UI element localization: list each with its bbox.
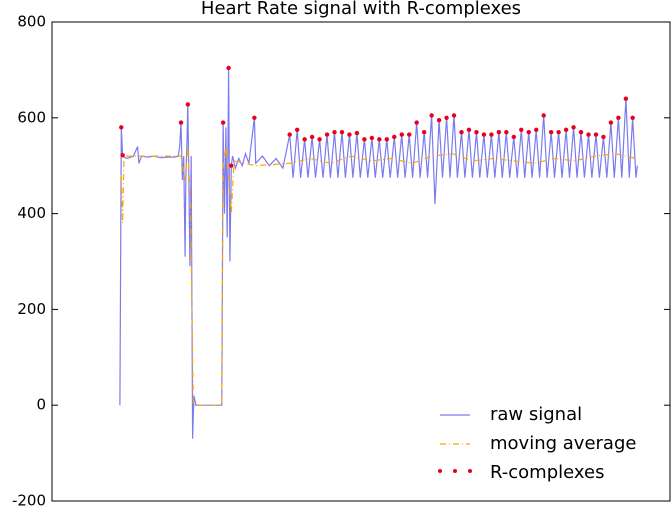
r-complex-point xyxy=(347,132,352,137)
r-complex-point xyxy=(421,129,427,135)
r-complex-point xyxy=(229,163,234,168)
r-complex-point xyxy=(294,127,300,132)
plot-frame xyxy=(51,21,671,502)
r-complex-point xyxy=(571,125,576,130)
r-complex-point xyxy=(429,113,434,118)
r-complex-point xyxy=(541,113,546,118)
legend-swatch xyxy=(453,469,457,473)
r-complex-point xyxy=(436,117,442,123)
r-complex-point xyxy=(120,152,125,158)
r-complex-point xyxy=(185,102,191,107)
r-complex-point xyxy=(332,129,337,135)
legend-label: raw signal xyxy=(490,404,582,425)
r-complex-point xyxy=(593,132,599,137)
series-line xyxy=(120,146,637,406)
r-complex-point xyxy=(481,132,487,137)
y-tick-label: 0 xyxy=(36,396,46,414)
r-complex-point xyxy=(534,127,539,132)
chart-title: Heart Rate signal with R-complexes xyxy=(201,0,521,19)
series-line xyxy=(119,67,638,439)
r-complex-point xyxy=(119,125,124,130)
y-tick-label: 600 xyxy=(17,108,46,126)
r-complex-point xyxy=(392,134,397,140)
r-complex-point xyxy=(302,137,307,142)
r-complex-point xyxy=(399,132,404,137)
r-complex-point xyxy=(317,137,322,142)
legend-label: moving average xyxy=(490,433,636,454)
r-complex-point xyxy=(324,132,330,137)
legend-swatch xyxy=(438,469,442,473)
r-complex-point xyxy=(407,132,412,137)
r-complex-point xyxy=(220,120,226,125)
r-complex-point xyxy=(377,137,382,142)
r-complex-point xyxy=(601,134,606,140)
r-complex-point xyxy=(548,129,554,135)
r-complex-point xyxy=(586,132,591,137)
r-complex-point xyxy=(309,134,315,140)
r-complex-point xyxy=(339,129,345,135)
r-complex-point xyxy=(362,137,367,142)
r-complex-point xyxy=(252,115,257,121)
r-complex-point xyxy=(616,115,621,121)
r-complex-point xyxy=(630,115,635,121)
r-complex-point xyxy=(287,132,292,137)
r-complex-point xyxy=(556,129,561,135)
y-tick-label: -200 xyxy=(12,492,46,510)
y-tick-label: 400 xyxy=(17,204,46,222)
r-complex-point xyxy=(489,132,494,137)
r-complex-point xyxy=(354,130,360,136)
r-complex-point xyxy=(578,129,584,135)
r-complex-point xyxy=(444,115,449,121)
r-complex-point xyxy=(226,65,231,71)
r-complex-point xyxy=(504,129,509,135)
r-complex-point xyxy=(451,113,457,118)
r-complex-point xyxy=(384,137,390,142)
r-complex-point xyxy=(623,96,629,101)
r-complex-point xyxy=(563,127,569,132)
r-complex-point xyxy=(414,120,419,125)
r-complex-point xyxy=(178,120,184,125)
r-complex-point xyxy=(369,135,375,141)
legend-label: R-complexes xyxy=(490,462,604,483)
r-complex-point xyxy=(608,120,614,125)
r-complex-point xyxy=(474,129,479,135)
y-tick-label: 800 xyxy=(17,13,46,31)
r-complex-point xyxy=(459,129,464,135)
legend-swatch xyxy=(468,469,472,473)
r-complex-point xyxy=(511,134,517,140)
r-complex-point xyxy=(466,127,472,132)
r-complex-point xyxy=(496,129,502,135)
r-complex-point xyxy=(526,129,531,135)
y-tick-label: 200 xyxy=(17,300,46,318)
r-complex-point xyxy=(519,127,524,132)
